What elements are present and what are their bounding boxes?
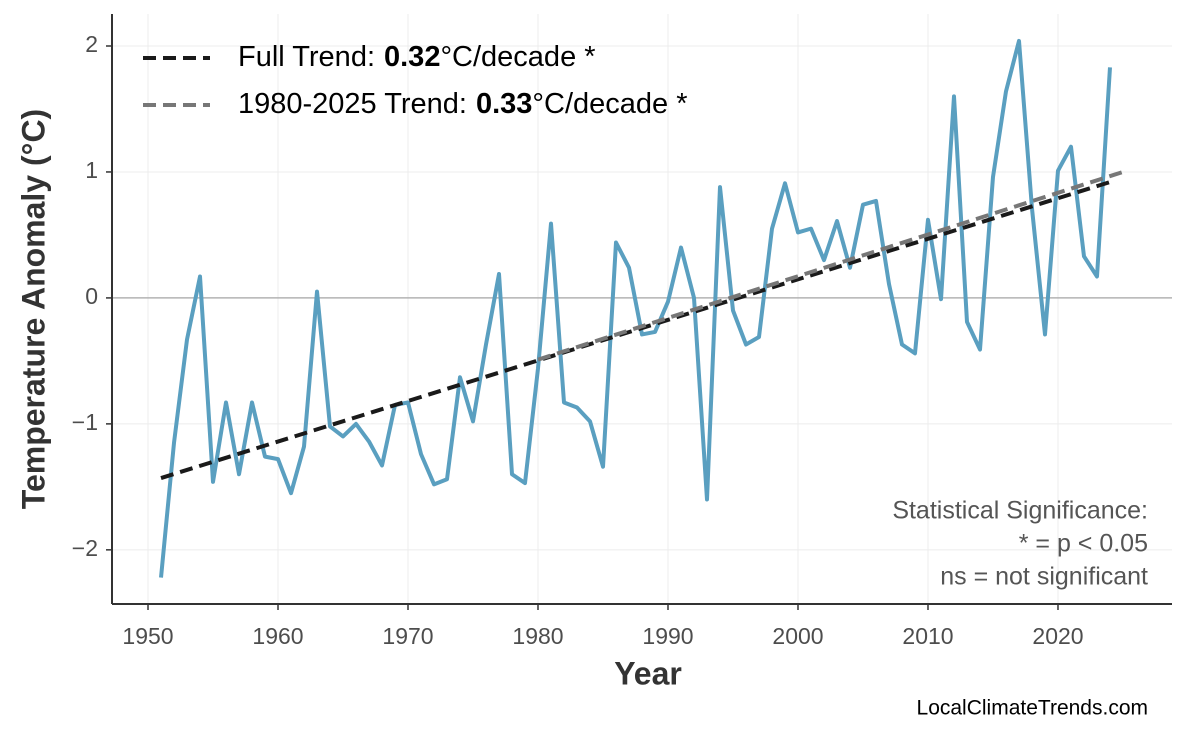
source: LocalClimateTrends.com	[917, 697, 1148, 720]
x-axis-title: Year	[614, 655, 682, 691]
x-tick-label: 1980	[512, 623, 563, 649]
legend-slope: 0.33	[476, 88, 532, 120]
annotation: Statistical Significance:	[892, 497, 1148, 525]
y-axis-title: Temperature Anomaly (°C)	[15, 109, 51, 509]
annotation: * = p < 0.05	[1019, 530, 1148, 558]
x-tick-label: 1990	[642, 623, 693, 649]
legend-label: 1980-2025 Trend: 0.33°C/decade *	[238, 88, 688, 120]
legend-slope: 0.32	[384, 41, 440, 73]
legend-prefix: Full Trend:	[238, 41, 375, 73]
legend-label: Full Trend: 0.32°C/decade *	[238, 41, 596, 73]
x-tick-label: 2000	[772, 623, 823, 649]
data-line	[159, 38, 1112, 578]
legend-prefix: 1980-2025 Trend:	[238, 88, 467, 120]
legend-suffix: °C/decade *	[532, 88, 687, 120]
x-tick-label: 2010	[902, 623, 953, 649]
x-tick-label: 1950	[122, 623, 173, 649]
y-tick-label: 0	[85, 283, 98, 309]
x-tick-label: 2020	[1032, 623, 1083, 649]
y-tick-label: −1	[72, 409, 98, 435]
legend-suffix: °C/decade *	[440, 41, 595, 73]
annotation: ns = not significant	[940, 563, 1148, 591]
trend-line	[537, 170, 1124, 362]
trend-line	[160, 180, 1111, 480]
y-tick-label: 2	[85, 31, 98, 57]
y-tick-label: 1	[85, 157, 98, 183]
y-tick-label: −2	[72, 535, 98, 561]
x-tick-label: 1970	[382, 623, 433, 649]
x-tick-label: 1960	[252, 623, 303, 649]
